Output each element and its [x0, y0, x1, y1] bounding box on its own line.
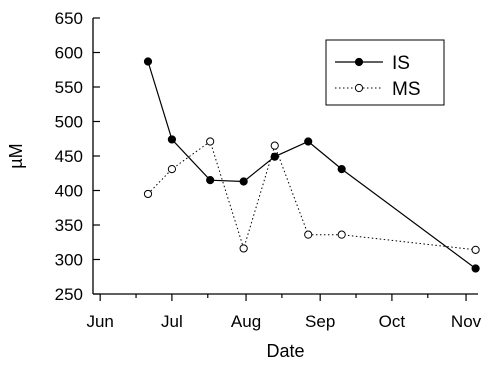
data-point-IS [239, 177, 248, 186]
series-line-IS [147, 61, 476, 269]
y-tick-label: 600 [55, 44, 83, 63]
data-point-MS [270, 141, 279, 150]
x-tick-label: Jun [86, 312, 113, 331]
data-point-MS [206, 137, 215, 146]
x-tick-label: Sep [305, 312, 335, 331]
data-point-IS [206, 176, 215, 185]
plot-area: 250 300 350 400 450 500 550 600 650 Jun Jul Aug Sep O… [55, 9, 482, 331]
data-point-MS [143, 189, 153, 199]
data-point-MS [167, 165, 177, 174]
data-point-IS [471, 264, 480, 273]
x-tick-label: Oct [379, 312, 406, 331]
x-tick-label: Nov [451, 312, 482, 331]
y-tick-label: 250 [55, 285, 83, 304]
data-point-IS [167, 135, 177, 144]
data-point-MS [337, 230, 346, 239]
data-point-MS [304, 230, 313, 239]
legend-box [325, 39, 445, 106]
data-point-IS [270, 152, 279, 161]
y-tick-label: 500 [55, 113, 83, 132]
legend-label-IS: IS [392, 53, 410, 74]
y-axis-title: µM [6, 143, 26, 168]
y-tick-label: 300 [55, 251, 83, 270]
x-tick-label: Aug [231, 312, 261, 331]
data-point-IS [304, 137, 313, 146]
data-point-MS [239, 244, 248, 253]
legend-marker-IS [354, 57, 364, 67]
x-axis-title: Date [266, 341, 304, 361]
y-tick-label: 650 [55, 9, 83, 28]
legend-marker-MS [354, 83, 364, 93]
legend-label-MS: MS [392, 79, 421, 100]
data-point-IS [337, 165, 346, 174]
series-line-MS [147, 140, 476, 251]
x-tick-label: Jul [161, 312, 183, 331]
legend: IS MS [325, 39, 445, 106]
data-point-MS [471, 245, 480, 254]
data-point-IS [143, 57, 153, 66]
y-tick-label: 350 [55, 216, 83, 235]
y-tick-label: 400 [55, 182, 83, 201]
y-tick-label: 450 [55, 147, 83, 166]
y-tick-label: 550 [55, 78, 83, 97]
